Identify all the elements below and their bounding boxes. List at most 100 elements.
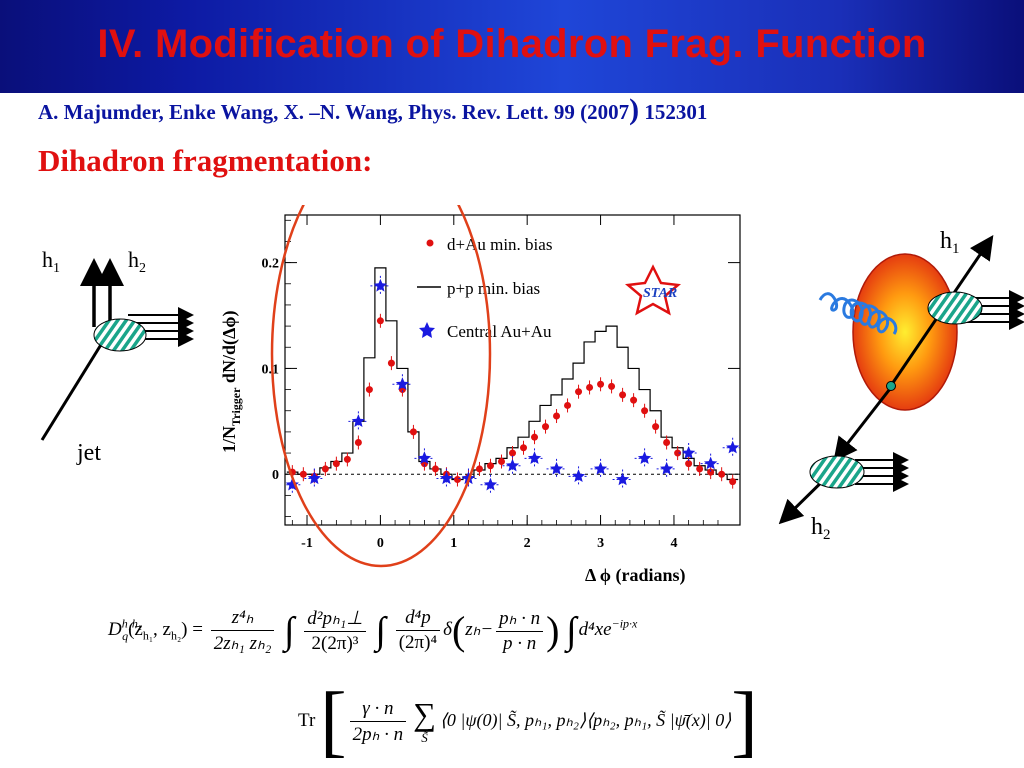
x-tick-label: 2 xyxy=(524,536,531,551)
jet-line xyxy=(40,342,104,441)
legend-label-dau: d+Au min. bias xyxy=(447,235,552,254)
dau-point xyxy=(486,462,494,470)
dau-point xyxy=(696,465,704,473)
svg-text:STAR: STAR xyxy=(643,286,677,301)
auau-point xyxy=(483,477,498,491)
formula-args-comma: , z xyxy=(153,618,171,640)
plot-frame xyxy=(284,214,741,526)
auau-point xyxy=(549,461,564,475)
legend-label-pp: p+p min. bias xyxy=(447,279,540,298)
y-tick-label: 0 xyxy=(272,468,279,483)
auau-point xyxy=(615,472,630,486)
dau-point xyxy=(321,465,329,473)
dau-point xyxy=(564,401,572,409)
h1-label: h1 xyxy=(42,247,60,276)
dau-point xyxy=(685,460,693,468)
dau-point xyxy=(475,465,483,473)
dau-point xyxy=(542,423,550,431)
dau-point xyxy=(663,438,671,446)
x-tick-label: 1 xyxy=(450,536,457,551)
legend-marker-dau xyxy=(426,239,434,247)
citation: A. Majumder, Enke Wang, X. –N. Wang, Phy… xyxy=(38,95,708,125)
formula-bracket-open: [ xyxy=(320,677,347,765)
formula-frac-2: d²pₕ₁⊥ 2(2π)³ xyxy=(304,607,366,655)
integral-3: ∫ xyxy=(566,609,577,652)
formula-D-sup: h₁h₂ xyxy=(121,616,143,631)
y-axis-label: 1/NTrigger dN/d(Δϕ) xyxy=(219,311,243,453)
formula-line-2: Tr [γ · n 2pₕ · n ∑ S̃ ⟨0 |ψ(0)| S̃, pₕ₁, pₕ… xyxy=(298,676,888,765)
auau-point xyxy=(571,469,586,482)
dau-point xyxy=(674,449,682,457)
formula-frac-1: z⁴ₕ 2zₕ₁ zₕ₂ xyxy=(210,606,275,655)
x-tick-label: 4 xyxy=(670,536,677,551)
citation-paren: ) xyxy=(629,93,640,126)
formula-paren-close: ) xyxy=(546,608,560,653)
dau-point xyxy=(707,468,715,476)
dau-point xyxy=(431,465,439,473)
gluon-coil xyxy=(818,292,898,335)
auau-point xyxy=(660,461,674,475)
formula-body: ⟨0 |ψ(0)| S̃, pₕ₁, pₕ₂⟩⟨pₕ₂, pₕ₁, S̃ |ψ̄… xyxy=(439,709,732,730)
dau-point xyxy=(365,386,373,394)
dau-point xyxy=(619,391,627,399)
axis-ticks xyxy=(285,215,740,525)
subheading: Dihadron fragmentation: xyxy=(38,143,373,178)
citation-text: A. Majumder, Enke Wang, X. –N. Wang, Phy… xyxy=(38,100,630,124)
formula-tail-sup: −ip·x xyxy=(611,616,638,631)
x-axis-label: Δ ϕ (radians) xyxy=(585,565,686,586)
dau-point xyxy=(608,382,616,390)
vertex-dot xyxy=(886,381,896,391)
formula-D-sub: q xyxy=(122,628,129,643)
formula-delta: δ xyxy=(443,618,452,640)
h1-label-right: h1 xyxy=(940,228,960,257)
h1-fragment-blob xyxy=(927,291,983,325)
hot-medium-blob xyxy=(852,253,958,411)
auau-point xyxy=(351,414,365,427)
dau-point xyxy=(630,396,638,404)
dau-point xyxy=(729,478,737,486)
dau-point xyxy=(575,388,583,396)
dau-point xyxy=(641,407,649,415)
dau-point xyxy=(497,458,505,466)
citation-number: 152301 xyxy=(639,100,708,124)
formula-bracket-close: ] xyxy=(731,677,758,765)
h2-label: h2 xyxy=(128,247,146,276)
right-medium-diagram: h1 h2 xyxy=(778,228,1024,543)
formula-tail: d⁴xe xyxy=(578,618,612,640)
formula-equals: ) = xyxy=(181,618,203,640)
dau-point xyxy=(652,423,660,431)
auau-point xyxy=(395,377,410,390)
legend-marker-auau xyxy=(419,322,435,338)
left-jet-diagram: h1 h2 jet xyxy=(40,247,194,466)
dau-point xyxy=(299,470,307,478)
dau-point xyxy=(376,317,384,325)
formula-frac-3: d⁴p (2π)⁴ xyxy=(395,607,441,654)
h2-label-right: h2 xyxy=(811,514,831,543)
formula-line-1: Dh₁h₂q(zh₁, zh₂) = z⁴ₕ 2zₕ₁ zₕ₂ ∫ d²pₕ₁⊥ 2… xyxy=(108,606,878,666)
auau-point xyxy=(637,451,652,464)
dau-point xyxy=(409,428,417,436)
formula-sum: ∑ S̃ xyxy=(413,695,436,745)
slide-title: IV. Modification of Dihadron Frag. Funct… xyxy=(97,22,927,66)
legend-label-auau: Central Au+Au xyxy=(447,322,552,341)
y-tick-labels: 0 0.1 0.2 xyxy=(262,257,280,484)
dau-point xyxy=(343,455,351,463)
auau-point xyxy=(505,458,520,472)
jet-label: jet xyxy=(76,440,101,466)
auau-point xyxy=(307,471,321,485)
auau-point xyxy=(682,446,696,459)
dau-point xyxy=(597,380,605,388)
auau-point xyxy=(373,278,388,292)
integral-1: ∫ xyxy=(284,609,295,652)
x-tick-label: -1 xyxy=(301,536,313,551)
x-tick-label: 3 xyxy=(597,536,604,551)
dau-point xyxy=(586,383,594,391)
formula-paren-open: ( xyxy=(451,608,466,653)
x-tick-label: 0 xyxy=(377,536,384,551)
auau-point xyxy=(439,471,454,485)
dau-point xyxy=(509,449,516,457)
auau-point xyxy=(726,440,740,454)
integral-2: ∫ xyxy=(375,609,386,652)
dau-point xyxy=(520,444,528,452)
